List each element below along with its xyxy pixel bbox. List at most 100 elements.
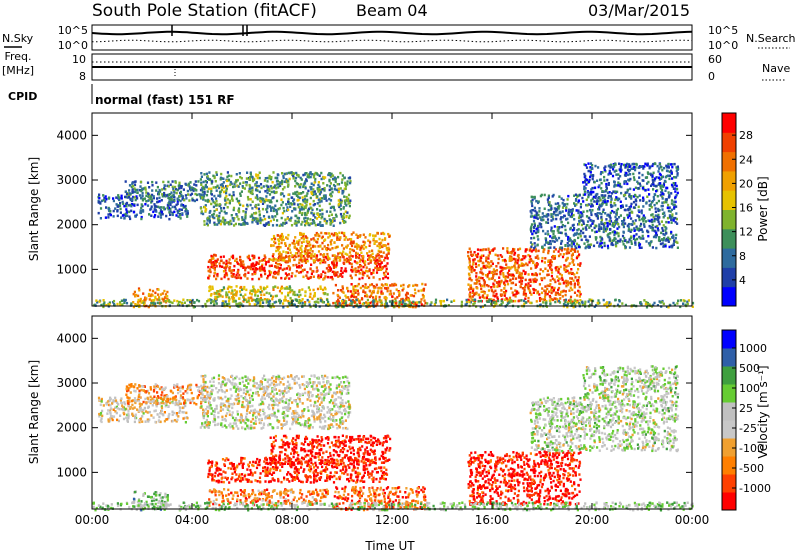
heatmap-cell bbox=[191, 193, 193, 196]
heatmap-cell bbox=[364, 291, 366, 294]
heatmap-cell bbox=[490, 286, 492, 289]
heatmap-cell bbox=[158, 197, 160, 200]
heatmap-cell bbox=[565, 259, 567, 262]
heatmap-cell bbox=[238, 223, 240, 226]
heatmap-cell bbox=[554, 225, 556, 228]
heatmap-cell bbox=[346, 196, 348, 199]
heatmap-cell bbox=[301, 206, 303, 209]
heatmap-cell bbox=[213, 195, 215, 198]
heatmap-cell bbox=[269, 265, 271, 268]
heatmap-cell bbox=[638, 176, 640, 179]
heatmap-cell bbox=[542, 219, 544, 222]
heatmap-cell bbox=[171, 201, 173, 204]
heatmap-cell bbox=[399, 301, 401, 304]
heatmap-cell bbox=[512, 291, 514, 294]
heatmap-cell bbox=[521, 258, 523, 261]
heatmap-cell bbox=[284, 181, 286, 184]
heatmap-cell bbox=[170, 198, 172, 201]
heatmap-cell bbox=[329, 222, 331, 225]
heatmap-cell bbox=[161, 199, 163, 202]
heatmap-cell bbox=[313, 214, 315, 217]
heatmap-cell bbox=[362, 303, 364, 306]
heatmap-cell bbox=[260, 183, 262, 186]
heatmap-cell bbox=[559, 253, 561, 256]
heatmap-cell bbox=[665, 165, 667, 168]
heatmap-cell bbox=[606, 179, 608, 182]
heatmap-cell bbox=[647, 171, 649, 174]
heatmap-cell bbox=[430, 301, 432, 304]
heatmap-cell bbox=[543, 298, 545, 301]
heatmap-cell bbox=[281, 292, 283, 295]
heatmap-cell bbox=[623, 164, 625, 167]
heatmap-cell bbox=[388, 250, 390, 253]
heatmap-cell bbox=[551, 227, 553, 230]
heatmap-cell bbox=[489, 271, 491, 274]
heatmap-cell bbox=[266, 292, 268, 295]
heatmap-cell bbox=[248, 190, 250, 193]
heatmap-cell bbox=[279, 263, 281, 266]
heatmap-cell bbox=[319, 175, 321, 178]
heatmap-cell bbox=[573, 264, 575, 267]
heatmap-cell bbox=[258, 210, 260, 213]
heatmap-cell bbox=[279, 207, 281, 210]
heatmap-cell bbox=[313, 173, 315, 176]
heatmap-cell bbox=[337, 176, 339, 179]
heatmap-cell bbox=[603, 231, 605, 234]
heatmap-cell bbox=[307, 241, 309, 244]
heatmap-cell bbox=[384, 287, 386, 290]
heatmap-cell bbox=[534, 242, 536, 245]
heatmap-cell bbox=[379, 260, 381, 263]
heatmap-cell bbox=[310, 197, 312, 200]
heatmap-cell bbox=[182, 299, 184, 302]
heatmap-cell bbox=[354, 285, 356, 288]
heatmap-cell bbox=[137, 189, 139, 192]
heatmap-cell bbox=[102, 194, 104, 197]
heatmap-cell bbox=[530, 267, 532, 270]
heatmap-cell bbox=[620, 192, 622, 195]
heatmap-cell bbox=[551, 286, 553, 289]
heatmap-cell bbox=[472, 267, 474, 270]
heatmap-cell bbox=[508, 269, 510, 272]
heatmap-cell bbox=[327, 255, 329, 258]
heatmap-cell bbox=[331, 276, 333, 279]
heatmap-cell bbox=[547, 233, 549, 236]
heatmap-cell bbox=[577, 250, 579, 253]
heatmap-cell bbox=[619, 240, 621, 243]
heatmap-cell bbox=[527, 284, 529, 287]
heatmap-cell bbox=[105, 206, 107, 209]
heatmap-cell bbox=[285, 251, 287, 254]
heatmap-cell bbox=[243, 299, 245, 302]
heatmap-cell bbox=[251, 263, 253, 266]
heatmap-cell bbox=[381, 239, 383, 242]
heatmap-cell bbox=[599, 236, 601, 239]
heatmap-cell bbox=[238, 298, 240, 301]
heatmap-cell bbox=[282, 250, 284, 253]
heatmap-cell bbox=[504, 259, 506, 262]
heatmap-cell bbox=[603, 179, 605, 182]
heatmap-cell bbox=[414, 289, 416, 292]
heatmap-cell bbox=[667, 217, 669, 220]
heatmap-cell bbox=[435, 299, 437, 302]
heatmap-cell bbox=[150, 302, 152, 305]
heatmap-cell bbox=[597, 212, 599, 215]
heatmap-cell bbox=[560, 242, 562, 245]
heatmap-cell bbox=[553, 211, 555, 214]
heatmap-cell bbox=[334, 209, 336, 212]
heatmap-cell bbox=[497, 262, 499, 265]
heatmap-cell bbox=[128, 216, 130, 219]
heatmap-cell bbox=[567, 242, 569, 245]
heatmap-cell bbox=[339, 222, 341, 225]
heatmap-cell bbox=[509, 266, 511, 269]
heatmap-cell bbox=[326, 184, 328, 187]
heatmap-cell bbox=[600, 240, 602, 243]
heatmap-cell bbox=[497, 254, 499, 256]
heatmap-cell bbox=[330, 207, 332, 210]
heatmap-cell bbox=[561, 274, 563, 277]
heatmap-cell bbox=[316, 172, 318, 175]
heatmap-cell bbox=[475, 266, 477, 269]
heatmap-cell bbox=[584, 175, 586, 178]
heatmap-cell bbox=[546, 288, 548, 291]
heatmap-cell bbox=[471, 271, 473, 274]
heatmap-cell bbox=[330, 193, 332, 196]
heatmap-cell bbox=[517, 255, 519, 258]
